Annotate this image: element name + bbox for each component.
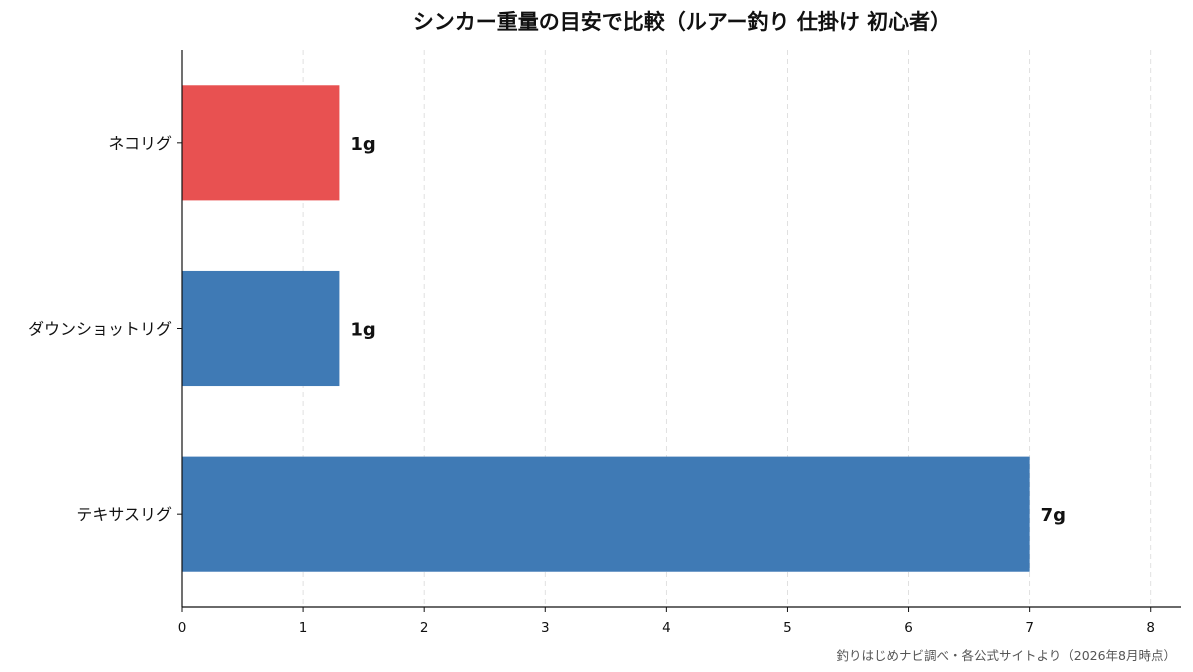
x-tick-label: 6 (904, 620, 913, 636)
category-label: ダウンショットリグ (28, 320, 172, 339)
bars (182, 85, 1030, 572)
x-tick-label: 1 (299, 620, 308, 636)
x-tick-label: 3 (541, 620, 550, 636)
labels: 0 1 2 3 4 5 6 7 8 ネコリグ 1g ダウンショットリグ 1g テキサスリグ 7g (28, 134, 1155, 636)
data-label: 7g (1041, 505, 1066, 526)
x-tick-label: 8 (1146, 620, 1155, 636)
category-label: テキサスリグ (76, 505, 172, 524)
x-tick-label: 2 (420, 620, 429, 636)
source-note: 釣りはじめナビ調べ・各公式サイトより（2026年8月時点） (836, 648, 1176, 663)
category-label: ネコリグ (108, 134, 172, 153)
axes (177, 50, 1181, 612)
chart-title: シンカー重量の目安で比較（ルアー釣り 仕掛け 初心者） (412, 10, 952, 34)
bar (182, 456, 1030, 572)
bar (182, 270, 340, 387)
data-label: 1g (350, 134, 375, 155)
x-tick-label: 7 (1025, 620, 1034, 636)
x-tick-label: 0 (178, 620, 187, 636)
data-label: 1g (350, 320, 375, 341)
x-tick-label: 4 (662, 620, 671, 636)
bar (182, 85, 340, 201)
x-tick-label: 5 (783, 620, 792, 636)
